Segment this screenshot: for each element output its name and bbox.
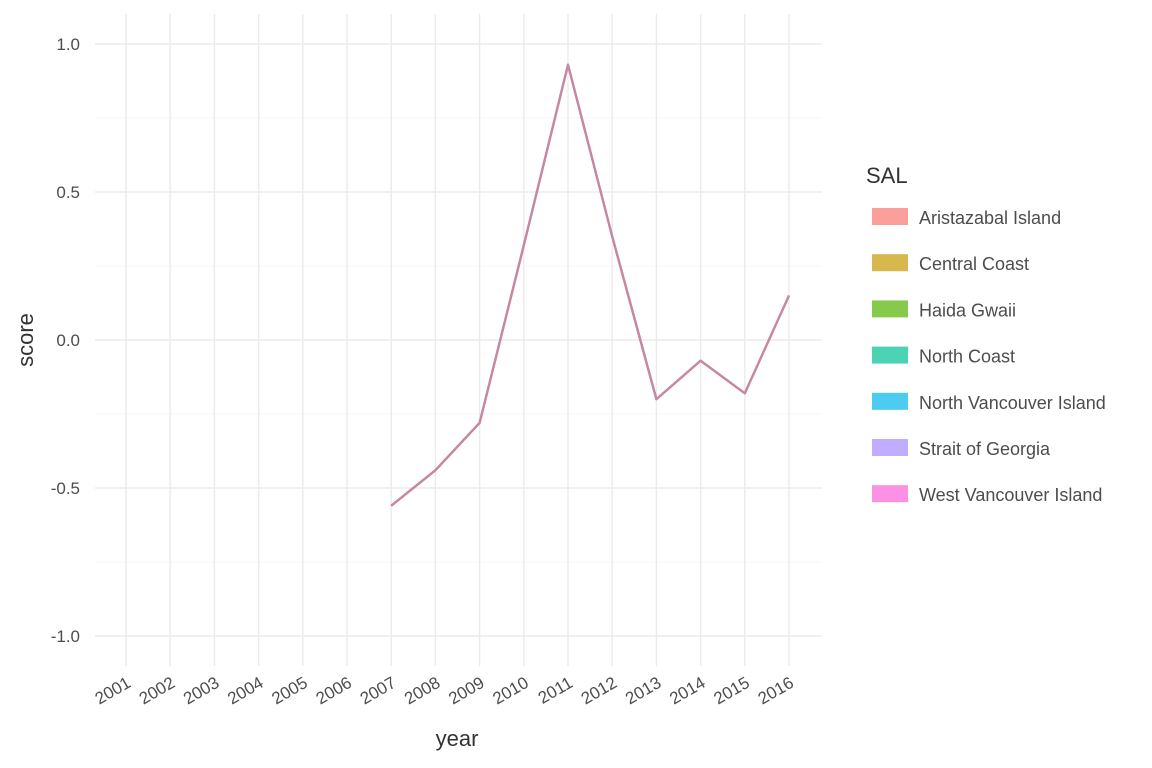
y-tick-label: 0.5 <box>56 183 80 202</box>
series-line <box>390 63 791 507</box>
x-axis-ticks: 2001 2002 2003 2004 2005 2006 2007 2008 2009 2010… <box>92 673 797 708</box>
x-tick-label: 2014 <box>666 673 708 708</box>
legend-key <box>872 346 908 364</box>
x-tick-label: 2011 <box>535 673 576 708</box>
x-tick-label: 2004 <box>224 673 266 708</box>
legend-key <box>872 439 908 456</box>
legend-items: Aristazabal Island Central Coast Haida Gwa… <box>872 208 1106 505</box>
series-line <box>390 63 791 507</box>
legend-label: Strait of Georgia <box>919 439 1051 459</box>
legend: SAL Aristazabal Island Central Coast Haida… <box>866 163 1106 505</box>
x-tick-label: 2016 <box>755 673 797 708</box>
legend-label: Central Coast <box>919 254 1029 274</box>
x-tick-label: 2001 <box>92 673 134 708</box>
legend-key <box>872 392 908 410</box>
legend-key <box>872 485 908 503</box>
y-axis-ticks: -1.0 -0.5 0.0 0.5 1.0 <box>51 35 80 646</box>
grid <box>95 14 822 666</box>
x-tick-label: 2010 <box>490 673 532 708</box>
series-line <box>390 63 791 507</box>
legend-label: Aristazabal Island <box>919 208 1061 228</box>
y-axis-title: score <box>13 313 38 367</box>
x-tick-label: 2002 <box>136 673 178 708</box>
series-line <box>390 63 791 507</box>
legend-label: West Vancouver Island <box>919 485 1102 505</box>
legend-label: Haida Gwaii <box>919 300 1016 320</box>
y-tick-label: 1.0 <box>56 35 80 54</box>
series-line <box>390 63 791 507</box>
y-tick-label: 0.0 <box>56 331 80 350</box>
series-lines <box>390 63 791 507</box>
x-tick-label: 2009 <box>445 673 487 708</box>
x-tick-label: 2015 <box>711 673 753 708</box>
legend-label: North Coast <box>919 347 1015 367</box>
x-tick-label: 2012 <box>578 673 620 708</box>
x-tick-label: 2007 <box>357 673 399 708</box>
combined-series-line <box>390 63 791 507</box>
series-line <box>390 63 791 507</box>
legend-key <box>872 254 908 272</box>
legend-label: North Vancouver Island <box>919 393 1106 413</box>
y-tick-label: -1.0 <box>51 627 80 646</box>
y-tick-label: -0.5 <box>51 479 80 498</box>
x-tick-label: 2013 <box>622 673 664 708</box>
x-tick-label: 2006 <box>313 673 355 708</box>
x-tick-label: 2008 <box>401 673 443 708</box>
legend-key <box>872 208 908 225</box>
x-tick-label: 2003 <box>180 673 222 708</box>
x-tick-label: 2005 <box>269 673 311 708</box>
legend-title: SAL <box>866 163 908 188</box>
x-axis-title: year <box>436 726 479 751</box>
series-line <box>390 63 791 507</box>
legend-key <box>872 300 908 318</box>
